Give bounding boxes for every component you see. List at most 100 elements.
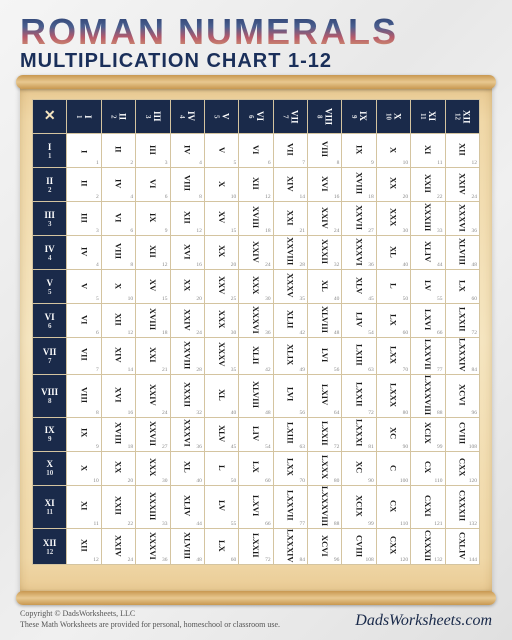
row-header: V5	[33, 270, 67, 304]
table-cell: VIII8	[67, 374, 101, 417]
table-cell: XXIV24	[239, 236, 273, 270]
col-header: I1	[67, 100, 101, 134]
table-cell: XII12	[239, 168, 273, 202]
table-cell: XLVIII48	[308, 304, 342, 338]
table-cell: LXIV64	[308, 374, 342, 417]
col-header: VI6	[239, 100, 273, 134]
table-cell: LXIII63	[273, 417, 307, 451]
table-cell: XXV25	[204, 270, 238, 304]
footer-site: DadsWorksheets.com	[355, 612, 492, 630]
table-cell: XXVII27	[342, 202, 376, 236]
table-cell: L50	[204, 451, 238, 485]
table-cell: LXVI66	[411, 304, 445, 338]
table-cell: XVI16	[170, 236, 204, 270]
table-cell: IX9	[67, 417, 101, 451]
table-cell: XC90	[342, 451, 376, 485]
table-cell: XLIV44	[411, 236, 445, 270]
table-cell: LXXX80	[376, 374, 410, 417]
row-header: IX9	[33, 417, 67, 451]
table-cell: XXXVI36	[136, 528, 170, 565]
row-header: VI6	[33, 304, 67, 338]
table-cell: XXX30	[239, 270, 273, 304]
table-cell: LXX70	[376, 338, 410, 375]
row-header: XII12	[33, 528, 67, 565]
table-cell: XXXVI36	[342, 236, 376, 270]
table-cell: XVIII18	[239, 202, 273, 236]
table-cell: II2	[67, 168, 101, 202]
table-cell: LXIII63	[342, 338, 376, 375]
table-cell: LVI56	[273, 374, 307, 417]
table-cell: XXVIII28	[170, 338, 204, 375]
table-cell: XLIX49	[273, 338, 307, 375]
table-cell: XLII42	[239, 338, 273, 375]
row-header: I1	[33, 134, 67, 168]
table-corner: ✕	[33, 100, 67, 134]
table-cell: XII12	[101, 304, 135, 338]
table-cell: XI11	[67, 485, 101, 528]
table-cell: XXXIII33	[136, 485, 170, 528]
multiplication-table: ✕ I1II2III3IV4V5VI6VII7VIII8IX9X10XI11XI…	[32, 99, 480, 565]
page-footer: Copyright © DadsWorksheets, LLC These Ma…	[20, 609, 492, 630]
table-cell: C100	[376, 451, 410, 485]
table-cell: LV55	[411, 270, 445, 304]
table-cell: CVIII108	[342, 528, 376, 565]
table-cell: XLV45	[204, 417, 238, 451]
table-cell: XXI21	[273, 202, 307, 236]
table-cell: LXXII72	[239, 528, 273, 565]
table-cell: XVIII18	[342, 168, 376, 202]
table-cell: CXX120	[445, 451, 480, 485]
table-cell: X10	[101, 270, 135, 304]
table-cell: XVI16	[308, 168, 342, 202]
table-cell: LX60	[239, 451, 273, 485]
col-header: VII7	[273, 100, 307, 134]
page-title-sub: MULTIPLICATION CHART 1-12	[20, 50, 492, 73]
col-header: V5	[204, 100, 238, 134]
table-cell: VII7	[273, 134, 307, 168]
col-header: III3	[136, 100, 170, 134]
table-cell: VI6	[67, 304, 101, 338]
table-cell: XCIX99	[411, 417, 445, 451]
table-cell: XX20	[204, 236, 238, 270]
table-cell: I1	[67, 134, 101, 168]
row-header: X10	[33, 451, 67, 485]
table-cell: X10	[376, 134, 410, 168]
table-cell: XLVIII48	[445, 236, 480, 270]
table-cell: XV15	[136, 270, 170, 304]
table-cell: CXXXII132	[445, 485, 480, 528]
col-header: XII12	[445, 100, 480, 134]
table-cell: XCIX99	[342, 485, 376, 528]
table-cell: X10	[204, 168, 238, 202]
table-cell: XX20	[170, 270, 204, 304]
table-cell: XII12	[136, 236, 170, 270]
footer-note: These Math Worksheets are provided for p…	[20, 620, 280, 630]
table-cell: LXX70	[273, 451, 307, 485]
table-cell: LX60	[376, 304, 410, 338]
col-header: VIII8	[308, 100, 342, 134]
table-cell: XXX30	[136, 451, 170, 485]
table-cell: XXI21	[136, 338, 170, 375]
table-cell: XXXII32	[170, 374, 204, 417]
table-cell: LXVI66	[239, 485, 273, 528]
table-cell: XIV14	[273, 168, 307, 202]
table-cell: III3	[67, 202, 101, 236]
row-header: II2	[33, 168, 67, 202]
table-cell: LXXVII77	[411, 338, 445, 375]
table-cell: XVIII18	[136, 304, 170, 338]
parchment-background: ✕ I1II2III3IV4V5VI6VII7VIII8IX9X10XI11XI…	[20, 81, 492, 599]
table-cell: XXX30	[376, 202, 410, 236]
table-cell: LXXII72	[342, 374, 376, 417]
table-cell: VIII8	[308, 134, 342, 168]
table-cell: XXVII27	[136, 417, 170, 451]
table-cell: IV4	[67, 236, 101, 270]
table-cell: LV55	[204, 485, 238, 528]
row-header: VII7	[33, 338, 67, 375]
table-cell: XXIV24	[101, 528, 135, 565]
table-cell: CX110	[411, 451, 445, 485]
table-cell: XXX30	[204, 304, 238, 338]
table-cell: XV15	[204, 202, 238, 236]
table-cell: XVI16	[101, 374, 135, 417]
table-cell: CXXXII132	[411, 528, 445, 565]
table-cell: XXIV24	[445, 168, 480, 202]
table-cell: XXIV24	[136, 374, 170, 417]
table-cell: XXVIII28	[273, 236, 307, 270]
